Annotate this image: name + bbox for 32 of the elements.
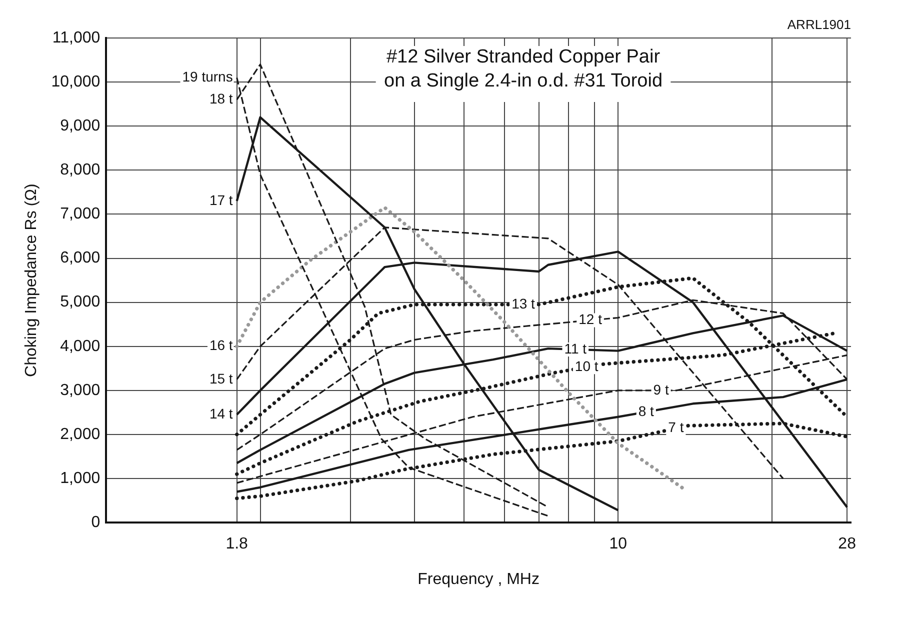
y-axis-title: Choking Impedance Rs (Ω) xyxy=(23,184,40,377)
y-tick-label: 1,000 xyxy=(60,470,100,487)
series-label: 9 t xyxy=(653,381,669,398)
y-tick-label: 8,000 xyxy=(60,162,100,179)
series-label: 18 t xyxy=(209,90,233,107)
series-label: 11 t xyxy=(564,340,587,356)
series-label: 10 t xyxy=(574,358,598,374)
x-axis-title: Frequency , MHz xyxy=(418,570,540,588)
text: ARRL1901 xyxy=(787,17,851,32)
y-tick-label: 7,000 xyxy=(60,206,100,223)
series-label: 8 t xyxy=(638,402,654,419)
x-tick-label: 1.8 xyxy=(226,536,248,553)
y-tick-label: 10,000 xyxy=(51,73,100,90)
series-label: 7 t xyxy=(668,419,684,436)
text: #12 Silver Stranded Copper Pair on a Single 2.4-in o.d. #31 Toroid xyxy=(384,46,663,92)
y-tick-label: 11,000 xyxy=(52,29,100,46)
y-tick-label: 4,000 xyxy=(60,338,100,355)
y-tick-label: 0 xyxy=(91,514,100,532)
series-label: 13 t xyxy=(512,295,536,312)
y-tick-label: 2,000 xyxy=(60,426,100,443)
y-tick-label: 9,000 xyxy=(60,118,100,135)
y-tick-label: 5,000 xyxy=(60,294,100,311)
series-label: 19 turns xyxy=(182,68,233,85)
y-tick-label: 3,000 xyxy=(60,382,100,399)
series-label: 17 t xyxy=(209,192,233,208)
x-tick-label: 28 xyxy=(838,536,856,553)
series-label: 15 t xyxy=(209,370,233,386)
series-label: 16 t xyxy=(209,337,233,354)
x-tick-label: 10 xyxy=(609,536,628,553)
series-label: 12 t xyxy=(578,311,602,328)
series-label: 14 t xyxy=(209,406,233,422)
y-tick-label: 6,000 xyxy=(60,250,100,267)
